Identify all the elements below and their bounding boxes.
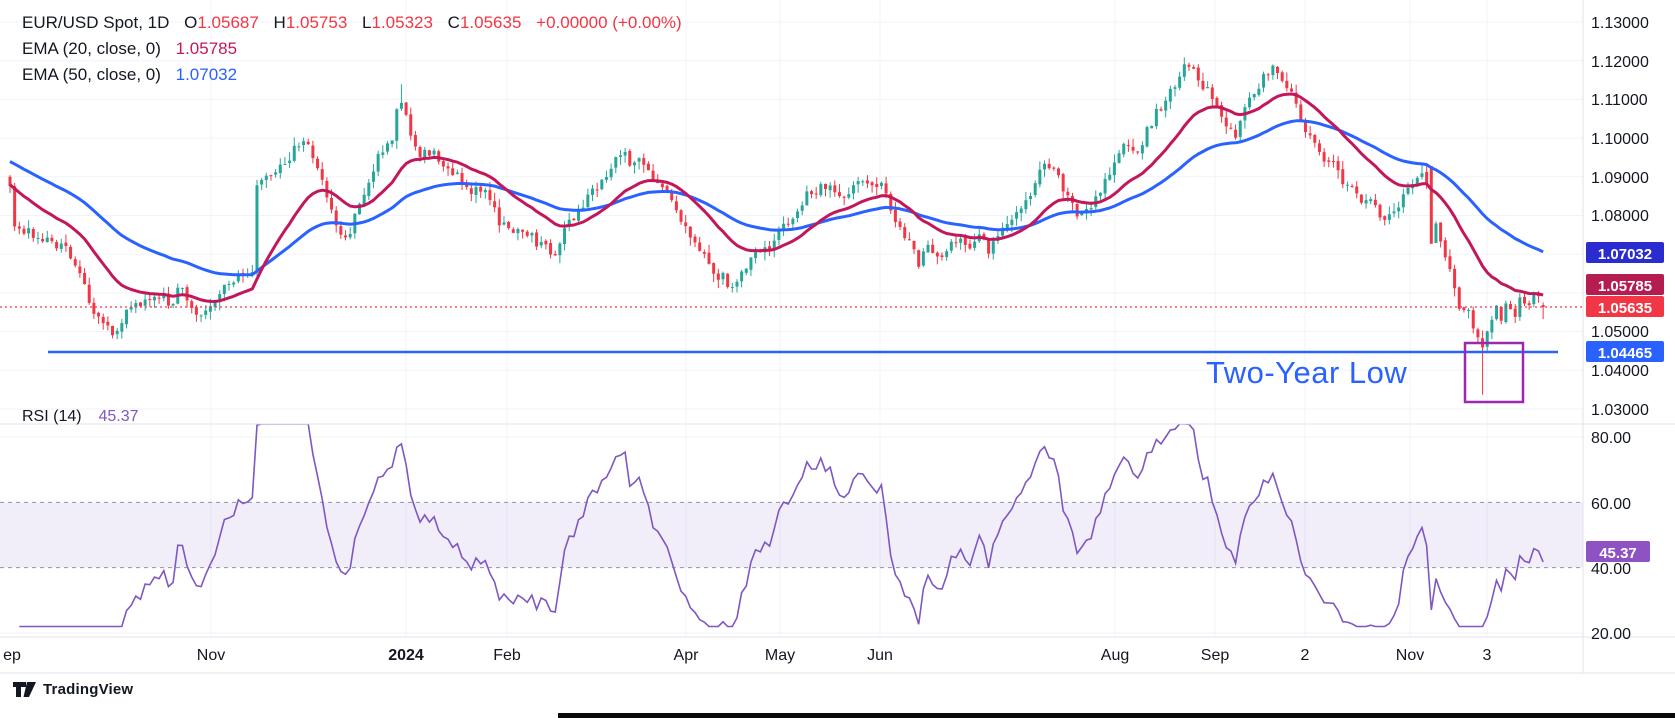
rsi-legend: RSI (14) 45.37	[22, 408, 139, 426]
time-axis-label: Feb	[493, 647, 521, 664]
time-axis-label: ep	[3, 647, 21, 664]
price-axis-label: 1.04000	[1591, 363, 1649, 380]
rsi-value: 45.37	[98, 408, 139, 425]
ema20-line	[9, 92, 1544, 303]
tradingview-logo-icon	[13, 682, 36, 697]
rsi-axis-label: 60.00	[1591, 496, 1631, 513]
ema50-line	[9, 119, 1544, 277]
price-axis-label: 1.13000	[1591, 15, 1649, 32]
ema50-value: 1.07032	[175, 65, 238, 84]
svg-text:1.05785: 1.05785	[1598, 278, 1652, 295]
time-axis-label: Nov	[197, 647, 225, 664]
price-badge: 1.05785	[1586, 274, 1664, 295]
price-axis-label: 1.12000	[1591, 54, 1649, 71]
rsi-line	[19, 424, 1544, 628]
symbol-row: EUR/USD Spot, 1D O1.05687 H1.05753 L1.05…	[22, 10, 682, 36]
svg-text:45.37: 45.37	[1599, 545, 1637, 562]
ema50-row: EMA (50, close, 0) 1.07032	[22, 62, 682, 88]
low-label: L	[362, 13, 372, 32]
time-axis-label: Apr	[674, 647, 700, 664]
price-badge: 1.07032	[1586, 242, 1664, 263]
high-value: 1.05753	[285, 13, 348, 32]
ema20-label: EMA (20, close, 0)	[22, 39, 161, 58]
tradingview-brand-text: TradingView	[43, 681, 134, 698]
price-axis-label: 1.11000	[1591, 92, 1648, 109]
time-axis-label: Aug	[1101, 647, 1129, 664]
price-axis-label: 1.08000	[1591, 208, 1649, 225]
time-axis-label: 2024	[388, 647, 424, 664]
time-axis-label: 3	[1483, 647, 1492, 664]
time-axis-label: Jun	[867, 647, 893, 664]
rsi-label: RSI (14)	[22, 408, 82, 425]
rsi-axis-label: 80.00	[1591, 430, 1631, 447]
price-badge: 1.05635	[1586, 296, 1664, 317]
rsi-value-badge: 45.37	[1586, 541, 1650, 562]
high-label: H	[273, 13, 286, 32]
time-axis-label: Sep	[1201, 647, 1230, 664]
bottom-bar	[558, 713, 1675, 718]
price-axis-label: 1.05000	[1591, 324, 1649, 341]
price-axis-label: 1.03000	[1591, 402, 1649, 419]
price-scale[interactable]: 1.13000 1.12000 1.11000 1.10000 1.09000 1.080…	[1586, 15, 1664, 643]
close-value: 1.05635	[459, 13, 522, 32]
ema50-label: EMA (50, close, 0)	[22, 65, 161, 84]
time-axis-label: Nov	[1396, 647, 1424, 664]
rsi-axis-label: 20.00	[1591, 626, 1631, 643]
time-axis-label: May	[765, 647, 795, 664]
low-highlight-box[interactable]	[1463, 341, 1525, 404]
gridlines	[0, 0, 1583, 637]
price-badge: 1.04465	[1586, 341, 1664, 362]
open-label: O	[184, 13, 198, 32]
candles	[8, 57, 1545, 395]
low-value: 1.05323	[371, 13, 433, 32]
svg-text:1.04465: 1.04465	[1598, 345, 1652, 362]
change-value: +0.00000 (+0.00%)	[536, 13, 682, 32]
time-axis-label: 2	[1301, 647, 1310, 664]
symbol-title: EUR/USD Spot, 1D	[22, 13, 170, 32]
chart-legend: EUR/USD Spot, 1D O1.05687 H1.05753 L1.05…	[22, 10, 682, 88]
open-value: 1.05687	[197, 13, 259, 32]
svg-text:1.07032: 1.07032	[1598, 246, 1652, 263]
ema20-row: EMA (20, close, 0) 1.05785	[22, 36, 682, 62]
close-label: C	[447, 13, 460, 32]
rsi-axis-label: 40.00	[1591, 561, 1631, 578]
price-axis-label: 1.10000	[1591, 131, 1649, 148]
footer: TradingView	[13, 681, 133, 698]
two-year-low-annotation: Two-Year Low	[1206, 355, 1408, 390]
ema20-value: 1.05785	[175, 39, 238, 58]
rsi-band	[0, 502, 1583, 568]
time-scale[interactable]: ep Nov 2024 Feb Apr May Jun Aug Sep 2 Nov 3	[3, 647, 1491, 664]
svg-text:1.05635: 1.05635	[1598, 300, 1652, 317]
price-axis-label: 1.09000	[1591, 170, 1649, 187]
